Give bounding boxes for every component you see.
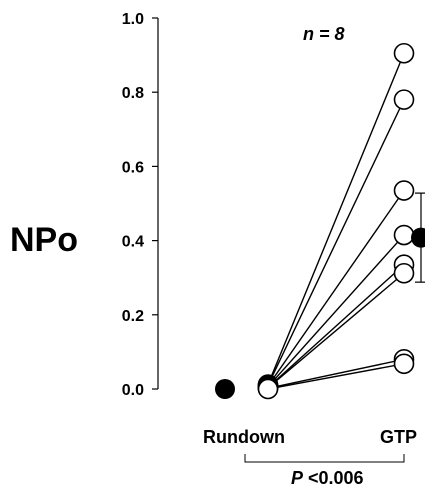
gtp-point (393, 42, 415, 64)
y-tick-label: 0.2 (122, 308, 144, 325)
rundown-point (257, 378, 279, 400)
paired-line (267, 190, 405, 387)
significance-bracket (244, 454, 405, 463)
gtp-point (393, 224, 415, 246)
y-tick-label: 0.8 (122, 85, 144, 102)
paired-line (267, 363, 405, 390)
n-annotation: n = 8 (303, 24, 345, 44)
gtp-point (393, 353, 415, 375)
paired-line (267, 358, 405, 389)
paired-line (267, 272, 405, 389)
paired-line (267, 52, 405, 385)
y-tick-label: 0.4 (122, 234, 144, 251)
paired-line (267, 234, 405, 388)
rundown-mean-point (215, 379, 235, 399)
p-value-text: <0.006 (303, 468, 364, 488)
gtp-point (393, 89, 415, 110)
paired-line (267, 264, 405, 389)
p-value-annotation: P <0.006 (291, 468, 364, 488)
y-tick-label: 0.0 (122, 382, 144, 399)
summary-markers (215, 192, 425, 399)
x-category-gtp: GTP (380, 427, 417, 447)
x-category-rundown: Rundown (203, 427, 285, 447)
y-tick-label: 0.6 (122, 159, 144, 176)
y-axis-label: NPo (10, 221, 78, 259)
p-value-symbol: P (291, 468, 304, 488)
paired-lines (267, 52, 405, 390)
y-axis-ticks: 0.0 0.2 0.4 0.6 0.8 1.0 (122, 11, 158, 399)
gtp-point (393, 180, 415, 201)
paired-line (267, 99, 405, 386)
gtp-point (393, 262, 415, 284)
gtp-mean-point (411, 227, 425, 248)
paired-markers (257, 42, 415, 400)
y-tick-label: 1.0 (122, 11, 144, 28)
